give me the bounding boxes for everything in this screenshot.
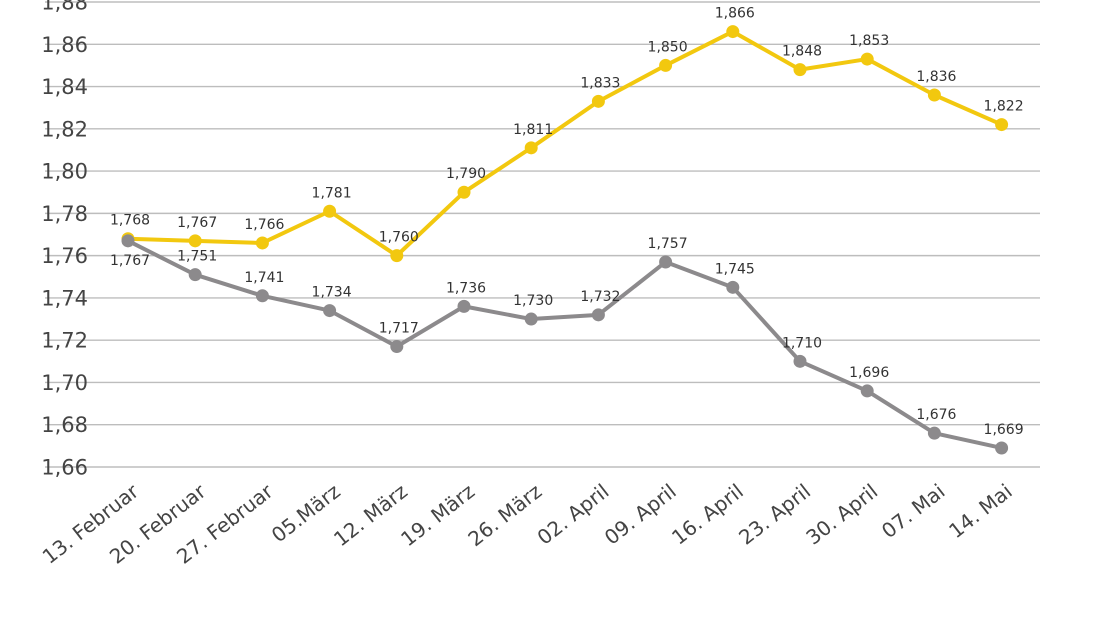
x-tick-label: 23. April: [734, 479, 815, 550]
x-tick-label: 16. April: [667, 479, 748, 550]
data-label: 1,836: [916, 69, 956, 85]
y-tick-label: 1,74: [41, 286, 88, 310]
y-axis-ticks: 1,66 1,68 1,70 1,72 1,74 1,76 1,78 1,80 1,82 1,84…: [41, 0, 88, 480]
data-label: 1,741: [244, 270, 284, 286]
data-point: [188, 268, 202, 282]
data-point: [457, 299, 471, 313]
y-tick-label: 1,82: [41, 117, 88, 141]
data-label: 1,669: [984, 422, 1024, 438]
data-label: 1,790: [446, 166, 486, 182]
y-tick-label: 1,86: [41, 33, 88, 57]
data-point: [659, 58, 673, 72]
data-point: [390, 249, 404, 263]
series-line: [126, 29, 1004, 258]
data-point: [255, 289, 269, 303]
data-point: [860, 52, 874, 66]
data-label: 1,736: [446, 280, 486, 296]
data-label: 1,853: [849, 33, 889, 49]
data-label: 1,732: [580, 289, 620, 305]
x-tick-label: 30. April: [801, 479, 882, 550]
data-point: [390, 340, 404, 354]
series-layer: [121, 25, 1009, 455]
data-label: 1,768: [110, 213, 150, 229]
data-label: 1,766: [244, 217, 284, 233]
y-tick-label: 1,66: [41, 456, 88, 480]
data-label: 1,767: [177, 215, 217, 231]
data-point: [591, 308, 605, 322]
y-tick-label: 1,76: [41, 244, 88, 268]
data-point: [524, 141, 538, 155]
data-label: 1,745: [715, 261, 755, 277]
y-tick-label: 1,68: [41, 413, 88, 437]
data-label: 1,833: [580, 75, 620, 91]
data-label: 1,811: [513, 122, 553, 138]
y-tick-label: 1,80: [41, 160, 88, 184]
data-point: [726, 280, 740, 294]
data-point: [323, 204, 337, 218]
data-label: 1,767: [110, 253, 150, 269]
x-tick-label: 02. April: [533, 479, 614, 550]
data-point: [524, 312, 538, 326]
y-tick-label: 1,88: [41, 0, 88, 15]
y-tick-label: 1,72: [41, 329, 88, 353]
x-tick-label: 12. März: [329, 479, 412, 551]
y-tick-label: 1,84: [41, 75, 88, 99]
data-point: [255, 236, 269, 250]
y-tick-label: 1,70: [41, 371, 88, 395]
data-point: [927, 88, 941, 102]
x-tick-label: 26. März: [463, 479, 546, 551]
data-label: 1,734: [312, 285, 352, 301]
data-label: 1,696: [849, 365, 889, 381]
x-tick-label: 09. April: [600, 479, 681, 550]
data-point: [726, 25, 740, 39]
data-point: [995, 118, 1009, 132]
data-point: [793, 354, 807, 368]
data-point: [591, 94, 605, 108]
data-point: [457, 185, 471, 199]
data-label: 1,710: [782, 335, 822, 351]
series-line: [126, 238, 1004, 450]
data-point: [927, 426, 941, 440]
data-labels: 1,768 1,767 1,766 1,781 1,760 1,790 1,811 1,833…: [110, 6, 1024, 438]
x-tick-label: 19. März: [396, 479, 479, 551]
y-tick-label: 1,78: [41, 202, 88, 226]
gridlines: [45, 1, 1040, 468]
data-label: 1,850: [648, 39, 688, 55]
data-point: [860, 384, 874, 398]
x-tick-label: 14. Mai: [944, 479, 1016, 543]
data-label: 1,676: [916, 407, 956, 423]
data-point: [323, 304, 337, 318]
data-label: 1,822: [984, 99, 1024, 115]
data-point: [121, 234, 135, 248]
data-label: 1,848: [782, 44, 822, 60]
data-point: [995, 441, 1009, 455]
data-point: [793, 63, 807, 77]
data-label: 1,781: [312, 185, 352, 201]
data-label: 1,760: [379, 230, 419, 246]
data-point: [659, 255, 673, 269]
data-label: 1,730: [513, 293, 553, 309]
x-tick-label: 07. Mai: [877, 479, 949, 543]
data-label: 1,866: [715, 6, 755, 22]
data-point: [188, 234, 202, 248]
data-label: 1,751: [177, 249, 217, 265]
data-label: 1,717: [379, 321, 419, 337]
data-label: 1,757: [648, 236, 688, 252]
